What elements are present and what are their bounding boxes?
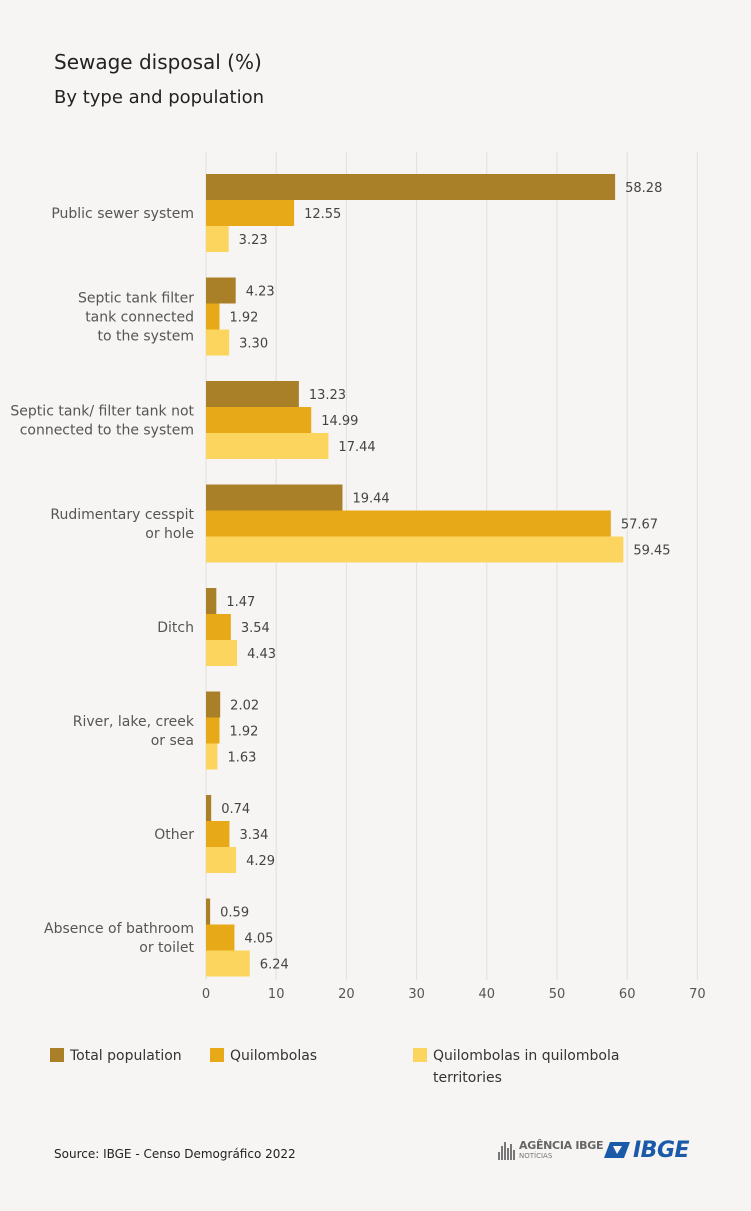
bar-value-label: 17.44	[338, 440, 375, 455]
bar	[206, 847, 237, 873]
x-tick-label: 20	[338, 987, 355, 1002]
chart-subtitle: By type and population	[54, 87, 265, 108]
bar	[206, 743, 218, 770]
bar-value-label: 3.54	[241, 621, 270, 636]
bar	[206, 717, 220, 744]
bar	[206, 303, 220, 330]
x-tick-label: 30	[408, 987, 425, 1002]
legend-item: Total population	[50, 1045, 182, 1067]
category-label: Other	[154, 827, 194, 843]
legend-item: Quilombolas	[210, 1045, 317, 1067]
bar	[206, 200, 295, 226]
bar	[206, 329, 230, 356]
bar-value-label: 3.23	[239, 233, 268, 248]
bar	[206, 691, 221, 718]
bar-value-label: 3.30	[239, 337, 268, 352]
x-tick-label: 10	[268, 987, 285, 1002]
bar-value-label: 6.24	[260, 958, 289, 973]
category-label: River, lake, creek or sea	[73, 714, 195, 749]
bar-value-label: 0.74	[221, 802, 250, 817]
bar	[206, 510, 611, 537]
x-tick-label: 40	[479, 987, 496, 1002]
category-label: Absence of bathroom or toilet	[44, 921, 195, 956]
agencia-bars-icon	[498, 1140, 516, 1160]
category-label: Septic tank/ filter tank not connected to…	[10, 404, 194, 439]
bar	[206, 924, 235, 951]
bar	[206, 821, 230, 847]
ibge-logo-text: IBGE	[633, 1137, 690, 1163]
bar-value-label: 19.44	[352, 492, 389, 507]
legend-swatch	[413, 1048, 427, 1062]
bar-value-label: 58.28	[625, 181, 662, 196]
bar-value-label: 12.55	[304, 207, 341, 222]
category-label: Ditch	[157, 620, 194, 636]
bar	[206, 277, 236, 304]
bar-value-label: 2.02	[230, 699, 259, 714]
bar-value-label: 57.67	[621, 518, 658, 533]
agencia-logo-text: AGÊNCIA IBGE	[519, 1139, 604, 1152]
bar	[206, 174, 616, 200]
legend-item: Quilombolas in quilombola territories	[413, 1045, 619, 1089]
chart-title: Sewage disposal (%)	[54, 50, 262, 74]
bar	[206, 614, 231, 640]
bar-value-label: 4.43	[247, 647, 276, 662]
bar	[206, 795, 212, 821]
bar-value-label: 3.34	[239, 828, 268, 843]
category-label: Public sewer system	[51, 206, 194, 222]
bar	[206, 898, 211, 925]
category-label: Septic tank filter tank connected to the s…	[78, 291, 194, 345]
bar-value-label: 1.92	[229, 725, 258, 740]
ibge-emblem-icon	[604, 1142, 630, 1158]
legend-label: Quilombolas	[230, 1048, 318, 1064]
bar-chart: 0 10 20 30 40 50 60 70 58.28 12.55 3.23 Public sewe…	[10, 152, 706, 1002]
category-label: Rudimentary cesspit or hole	[50, 507, 194, 542]
bar-value-label: 59.45	[633, 544, 670, 559]
legend: Total population Quilombolas Quilombolas i…	[0, 1045, 751, 1095]
bar	[206, 433, 329, 459]
bar-value-label: 1.92	[229, 311, 258, 326]
bar-value-label: 4.23	[246, 285, 275, 300]
bar	[206, 588, 217, 614]
legend-swatch	[210, 1048, 224, 1062]
bar	[206, 950, 250, 977]
source-note: Source: IBGE - Censo Demográfico 2022	[54, 1147, 296, 1161]
x-tick-label: 70	[689, 987, 706, 1002]
bar-value-label: 4.29	[246, 854, 275, 869]
bar-value-label: 0.59	[220, 906, 249, 921]
x-tick-label: 50	[549, 987, 566, 1002]
bar	[206, 640, 238, 666]
legend-swatch	[50, 1048, 64, 1062]
bar-value-label: 13.23	[309, 388, 346, 403]
ibge-logo: IBGE	[604, 1136, 690, 1164]
bar	[206, 536, 624, 563]
agencia-logo-subtext: NOTÍCIAS	[519, 1152, 553, 1160]
bar	[206, 381, 299, 407]
bar	[206, 226, 229, 252]
bar-value-label: 4.05	[244, 932, 273, 947]
x-tick-label: 60	[619, 987, 636, 1002]
legend-label: Total population	[70, 1048, 182, 1064]
bar-value-label: 1.63	[227, 751, 256, 766]
bar-value-label: 1.47	[226, 595, 255, 610]
x-tick-label: 0	[202, 987, 210, 1002]
bar	[206, 407, 312, 433]
agencia-ibge-logo: AGÊNCIA IBGE NOTÍCIAS	[498, 1137, 604, 1163]
legend-label: Quilombolas in quilombola territories	[433, 1048, 620, 1086]
bar-value-label: 14.99	[321, 414, 358, 429]
bar	[206, 484, 343, 511]
